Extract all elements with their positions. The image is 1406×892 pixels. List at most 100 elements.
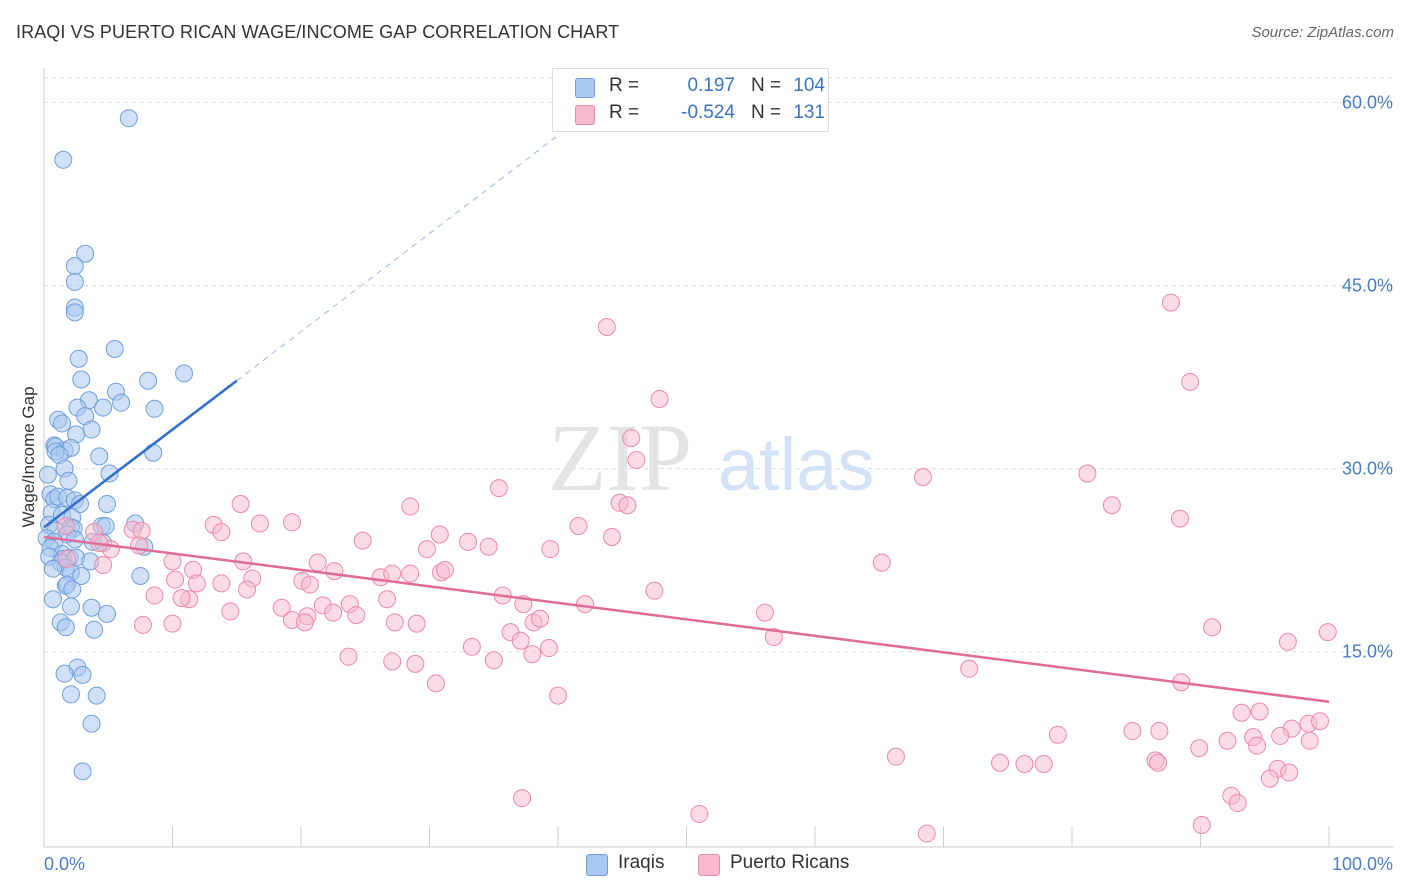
watermark-atlas: atlas (718, 423, 874, 506)
n-label: N = (751, 75, 782, 96)
n-value: 131 (793, 102, 825, 123)
iraqi-point (144, 443, 163, 462)
puerto-rican-point (426, 674, 445, 693)
puerto-rican-point (238, 580, 257, 599)
puerto-rican-point (1034, 754, 1053, 773)
puerto-rican-point (1150, 722, 1169, 741)
iraqi-point (72, 370, 91, 389)
puerto-rican-point (378, 590, 397, 609)
puerto-rican-point (1102, 496, 1121, 515)
puerto-rican-point (1218, 731, 1237, 750)
iraqis-points (37, 109, 194, 781)
puerto-rican-point (325, 562, 344, 581)
puerto-rican-point (531, 609, 550, 628)
iraqi-point (65, 256, 84, 275)
iraqi-point (100, 464, 119, 483)
puerto-rican-point (1248, 736, 1267, 755)
iraqi-point (56, 618, 75, 637)
iraqi-point (94, 398, 113, 417)
puerto-rican-point (1149, 753, 1168, 772)
iraqi-point (63, 580, 82, 599)
puerto-ricans-trend-line (43, 535, 1330, 703)
puerto-ricans-points (56, 293, 1337, 843)
iraqi-point (73, 762, 92, 781)
puerto-rican-point (1232, 703, 1251, 722)
puerto-rican-point (132, 521, 151, 540)
series-legend: Iraqis Puerto Ricans (0, 852, 1406, 878)
tick-labels: 15.0% 30.0% 45.0% 60.0% 0.0% 100.0% (44, 92, 1393, 874)
iraqi-point (97, 495, 116, 514)
puerto-rican-point (324, 603, 343, 622)
puerto-rican-point (690, 805, 709, 824)
puerto-rican-point (166, 570, 185, 589)
axes (43, 68, 1394, 848)
y-tick-label: 30.0% (1342, 459, 1393, 479)
puerto-rican-point (872, 553, 891, 572)
puerto-rican-point (187, 574, 206, 593)
puerto-rican-point (383, 564, 402, 583)
puerto-rican-point (622, 429, 641, 448)
puerto-rican-point (1300, 731, 1319, 750)
puerto-rican-point (1048, 725, 1067, 744)
puerto-rican-point (212, 574, 231, 593)
n-label: N = (751, 102, 782, 123)
puerto-rican-point (1181, 372, 1200, 391)
puerto-rican-point (145, 586, 164, 605)
iraqi-point (90, 447, 109, 466)
puerto-rican-point (597, 318, 616, 337)
puerto-rican-point (917, 824, 936, 843)
puerto-rican-point (479, 537, 498, 556)
puerto-rican-point (401, 497, 420, 516)
puerto-rican-point (221, 602, 240, 621)
iraqi-point (105, 339, 124, 358)
iraqi-point (61, 685, 80, 704)
iraqi-point (139, 371, 158, 390)
puerto-rican-point (575, 595, 594, 614)
puerto-rican-point (1170, 509, 1189, 528)
puerto-rican-point (347, 606, 366, 625)
x-tick-label: 0.0% (44, 854, 85, 874)
iraqi-point (65, 272, 84, 291)
puerto-rican-point (1228, 794, 1247, 813)
iraqi-point (175, 364, 194, 383)
puerto-rican-point (94, 556, 113, 575)
n-value: 104 (793, 75, 825, 96)
puerto-rican-point (130, 536, 149, 555)
puerto-rican-point (430, 525, 449, 544)
puerto-rican-point (523, 645, 542, 664)
puerto-rican-point (212, 523, 231, 542)
puerto-ricans-legend-swatch (698, 854, 720, 876)
chart-title: IRAQI VS PUERTO RICAN WAGE/INCOME GAP CO… (16, 22, 620, 42)
puerto-rican-point (627, 451, 646, 470)
iraqi-point (43, 590, 62, 609)
puerto-ricans-legend-label: Puerto Ricans (730, 852, 850, 873)
puerto-rican-point (283, 513, 302, 532)
trend-lines (43, 134, 1330, 703)
puerto-rican-point (755, 603, 774, 622)
puerto-rican-point (991, 753, 1010, 772)
iraqi-point (119, 109, 138, 128)
y-tick-label: 45.0% (1342, 276, 1393, 296)
puerto-rican-point (1123, 722, 1142, 741)
iraqi-point (85, 620, 104, 639)
puerto-rican-point (513, 789, 532, 808)
puerto-rican-point (459, 532, 478, 551)
puerto-rican-point (1311, 712, 1330, 731)
puerto-rican-point (650, 390, 669, 409)
iraqi-point (69, 349, 88, 368)
puerto-rican-point (300, 575, 319, 594)
watermark: ZIP atlas (548, 404, 874, 511)
puerto-rican-point (1161, 293, 1180, 312)
puerto-rican-point (1192, 816, 1211, 835)
puerto-rican-point (133, 615, 152, 634)
puerto-rican-point (401, 564, 420, 583)
puerto-rican-point (541, 540, 560, 559)
puerto-rican-point (1078, 464, 1097, 483)
puerto-rican-point (540, 639, 559, 658)
iraqi-point (87, 686, 106, 705)
puerto-rican-point (407, 614, 426, 633)
puerto-rican-point (295, 613, 314, 632)
puerto-rican-point (602, 527, 621, 546)
r-value: 0.197 (687, 75, 735, 96)
iraqis-trend-line (43, 379, 238, 529)
